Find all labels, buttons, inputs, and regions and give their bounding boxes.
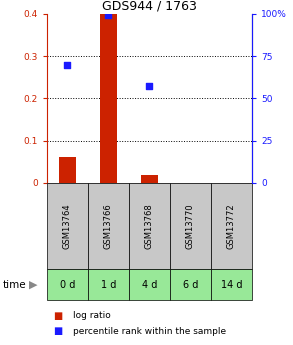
Text: ■: ■ bbox=[53, 326, 62, 336]
Bar bbox=[88, 269, 129, 300]
Bar bbox=[170, 183, 211, 269]
Title: GDS944 / 1763: GDS944 / 1763 bbox=[102, 0, 197, 13]
Text: ▶: ▶ bbox=[29, 280, 38, 289]
Text: GSM13772: GSM13772 bbox=[227, 203, 236, 249]
Text: GSM13766: GSM13766 bbox=[104, 203, 113, 249]
Point bbox=[106, 13, 111, 18]
Text: 1 d: 1 d bbox=[101, 280, 116, 289]
Bar bbox=[211, 183, 252, 269]
Text: 0 d: 0 d bbox=[60, 280, 75, 289]
Point bbox=[65, 62, 70, 67]
Text: GSM13764: GSM13764 bbox=[63, 203, 72, 249]
Bar bbox=[129, 183, 170, 269]
Bar bbox=[59, 157, 76, 183]
Text: 6 d: 6 d bbox=[183, 280, 198, 289]
Bar bbox=[47, 269, 88, 300]
Point bbox=[147, 84, 152, 89]
Text: log ratio: log ratio bbox=[73, 311, 111, 320]
Bar bbox=[100, 14, 117, 183]
Text: 14 d: 14 d bbox=[221, 280, 242, 289]
Bar bbox=[141, 175, 158, 183]
Bar bbox=[129, 269, 170, 300]
Text: 4 d: 4 d bbox=[142, 280, 157, 289]
Bar bbox=[88, 183, 129, 269]
Bar bbox=[170, 269, 211, 300]
Text: GSM13768: GSM13768 bbox=[145, 203, 154, 249]
Text: time: time bbox=[3, 280, 27, 289]
Bar bbox=[211, 269, 252, 300]
Text: ■: ■ bbox=[53, 311, 62, 321]
Bar bbox=[47, 183, 88, 269]
Text: percentile rank within the sample: percentile rank within the sample bbox=[73, 327, 226, 336]
Text: GSM13770: GSM13770 bbox=[186, 203, 195, 249]
